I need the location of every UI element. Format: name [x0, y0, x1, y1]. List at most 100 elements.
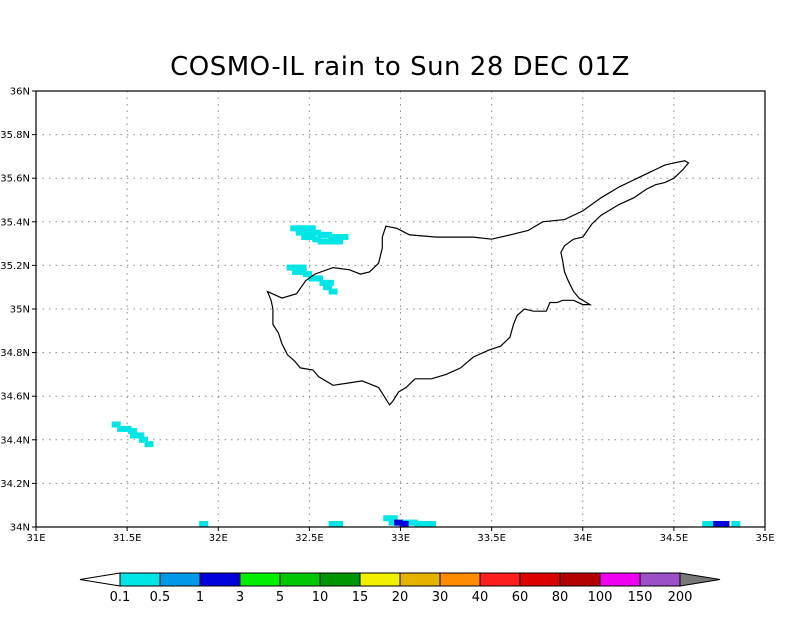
rain-cell [301, 234, 311, 241]
colorbar-swatch [639, 572, 681, 587]
colorbar-label: 5 [276, 590, 284, 605]
rain-cell [328, 234, 338, 241]
colorbar-legend: 0.1 0.5 1 3 5 10 15 20 30 40 60 80 100 150 200 [79, 572, 721, 605]
map-title: COSMO-IL rain to Sun 28 DEC 01Z [170, 52, 630, 82]
rain-cell [317, 231, 327, 238]
rain-cell [328, 288, 338, 295]
rain-cell [306, 229, 316, 236]
lon-tick-label: 34E [573, 533, 592, 544]
cyprus-coastline [266, 160, 690, 406]
colorbar-label: 30 [432, 590, 449, 605]
rain-cell [297, 268, 307, 275]
colorbar-label: 60 [512, 590, 529, 605]
rain-cell [128, 428, 138, 435]
colorbar-label: 3 [236, 590, 244, 605]
lat-tick-label: 35.4N [0, 217, 30, 228]
rain-cell [295, 229, 305, 236]
colorbar-swatch [439, 572, 481, 587]
colorbar-label: 150 [628, 590, 653, 605]
rain-cell [306, 225, 316, 232]
rain-cell [308, 275, 318, 282]
rain-cell [312, 236, 322, 243]
rain-cell [339, 234, 349, 241]
lat-tick-label: 34N [10, 523, 30, 534]
rain-cell [286, 264, 296, 271]
rain-cell [408, 519, 418, 526]
colorbar-swatch [479, 572, 521, 587]
colorbar-swatch [519, 572, 561, 587]
rain-cell-heavy [713, 521, 723, 527]
colorbar-label: 100 [588, 590, 613, 605]
rain-cell [129, 432, 139, 439]
rain-cell [303, 271, 313, 278]
rain-cell [388, 519, 398, 526]
rain-cell [301, 229, 311, 236]
rain-cell [419, 521, 429, 527]
rain-cell [135, 432, 145, 439]
colorbar-swatch [279, 572, 321, 587]
colorbar-swatch [319, 572, 361, 587]
rain-cell [388, 515, 398, 522]
rain-cell [297, 264, 307, 271]
lat-tick-label: 34.8N [0, 348, 30, 359]
rain-cell [313, 275, 323, 282]
colorbar-swatch [559, 572, 601, 587]
colorbar-label: 0.1 [110, 590, 131, 605]
colorbar-swatch [199, 572, 241, 587]
colorbar-label: 80 [552, 590, 569, 605]
lon-tick-label: 32E [209, 533, 228, 544]
colorbar-under-triangle [79, 572, 121, 587]
lon-tick-label: 33E [391, 533, 410, 544]
rain-cell [334, 238, 344, 245]
lat-tick-label: 35.8N [0, 130, 30, 141]
colorbar-swatch [359, 572, 401, 587]
rain-cell [295, 225, 305, 232]
rain-cell-heavy [720, 521, 730, 527]
colorbar-label: 1 [196, 590, 204, 605]
lon-tick-label: 35E [755, 533, 774, 544]
rain-cell [414, 521, 424, 527]
lat-tick-label: 36N [10, 87, 30, 98]
rain-cell [328, 521, 338, 527]
rain-cell [292, 268, 302, 275]
rain-cell [292, 264, 302, 271]
rain-cell [144, 441, 154, 448]
lat-tick-label: 35N [10, 305, 30, 316]
rain-cell [328, 238, 338, 245]
rain-cell [139, 436, 149, 443]
rain-cell [334, 234, 344, 241]
lon-tick-label: 34.5E [660, 533, 689, 544]
rain-cell [301, 225, 311, 232]
rain-cell [312, 229, 322, 236]
rain-cell [306, 234, 316, 241]
axis-ticks: 31E 31.5E 32E 32.5E 33E 33.5E 34E 34.5E 35E 34N 34… [0, 87, 774, 545]
rain-cell [324, 279, 334, 286]
rain-cell [122, 425, 132, 432]
colorbar-swatch [239, 572, 281, 587]
rain-field [111, 225, 741, 527]
colorbar-swatch [399, 572, 441, 587]
rain-cell [317, 238, 327, 245]
colorbar-over-triangle [679, 572, 721, 587]
lat-tick-label: 34.6N [0, 392, 30, 403]
rain-cell [383, 515, 393, 522]
colorbar-label: 200 [668, 590, 693, 605]
rain-cell [323, 231, 333, 238]
lat-tick-label: 34.4N [0, 435, 30, 446]
colorbar-swatch [119, 572, 161, 587]
rain-cell [117, 425, 127, 432]
colorbar-label: 10 [312, 590, 329, 605]
colorbar-label: 40 [472, 590, 489, 605]
lon-tick-label: 33.5E [477, 533, 506, 544]
rain-cell [323, 238, 333, 245]
lon-tick-label: 31E [26, 533, 45, 544]
rain-cell-heavy [394, 519, 404, 526]
colorbar-swatch [599, 572, 641, 587]
rain-cell [426, 521, 436, 527]
rain-cell [702, 521, 712, 527]
rain-cell [319, 279, 329, 286]
lon-tick-label: 31.5E [113, 533, 142, 544]
rain-cell [323, 284, 333, 291]
rain-cell [199, 521, 209, 527]
